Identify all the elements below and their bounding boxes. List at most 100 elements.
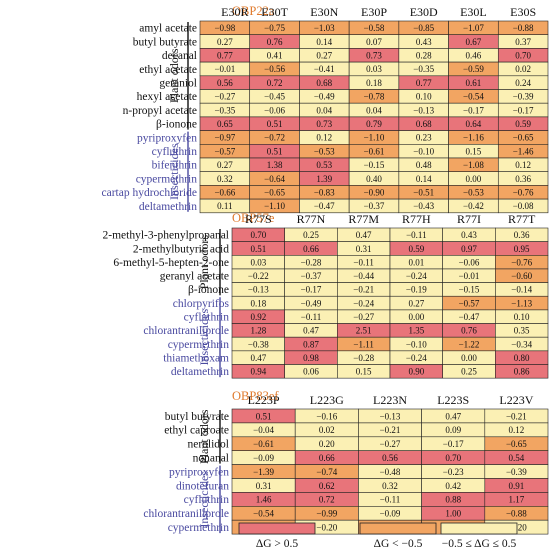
cell-value: −0.17 xyxy=(513,105,534,115)
cell-value: 0.70 xyxy=(515,51,531,61)
cell-value: −0.47 xyxy=(314,201,335,211)
cell-value: 0.43 xyxy=(461,230,477,240)
cell-value: −0.34 xyxy=(511,339,532,349)
cell-value: −1.03 xyxy=(314,23,335,33)
column-header: E30S xyxy=(510,5,536,19)
cell-value: 0.68 xyxy=(316,78,332,88)
cell-value: 0.41 xyxy=(267,51,283,61)
cell-value: 0.14 xyxy=(316,37,332,47)
cell-value: 0.01 xyxy=(408,257,424,267)
legend-swatch xyxy=(359,522,437,535)
group-label: Plant odors xyxy=(197,409,211,464)
cell-value: 0.32 xyxy=(217,174,233,184)
column-header: E30N xyxy=(310,5,338,19)
cell-value: 0.64 xyxy=(466,119,482,129)
cell-value: 0.31 xyxy=(256,481,272,491)
column-header: E30D xyxy=(410,5,438,19)
cell-value: −0.11 xyxy=(301,312,322,322)
legend-label: ΔG < −0.5 xyxy=(374,538,423,550)
cell-value: −0.83 xyxy=(314,188,335,198)
cell-value: 0.32 xyxy=(382,481,398,491)
cell-value: −0.08 xyxy=(513,201,534,211)
cell-value: −0.06 xyxy=(264,105,285,115)
cell-value: 0.51 xyxy=(267,146,283,156)
cell-value: 0.97 xyxy=(461,244,477,254)
cell-value: −0.48 xyxy=(380,467,401,477)
cell-value: −0.99 xyxy=(316,509,337,519)
row-label: cypermethrin xyxy=(168,522,230,534)
row-label: 2-methyl-3-phenylpropanal xyxy=(103,230,229,242)
row-label: n-propyl acetate xyxy=(123,105,197,117)
cell-value: −0.61 xyxy=(364,146,385,156)
cell-value: −0.23 xyxy=(443,467,464,477)
cell-value: 1.28 xyxy=(250,326,266,336)
row-label: cartap hydrochloride xyxy=(102,187,197,199)
cell-value: −0.58 xyxy=(364,23,385,33)
cell-value: −0.97 xyxy=(214,133,235,143)
cell-value: 0.92 xyxy=(250,312,266,322)
cell-value: 0.51 xyxy=(267,119,283,129)
legend: ΔG > 0.5 ΔG < −0.5 −0.5 ≤ ΔG ≤ 0.5 xyxy=(238,522,518,550)
cell-value: 0.68 xyxy=(416,119,432,129)
cell-value: −0.24 xyxy=(406,353,427,363)
cell-value: 0.87 xyxy=(303,339,319,349)
row-label: 2-methylbutyric acid xyxy=(133,243,229,255)
cell-value: −0.13 xyxy=(380,411,401,421)
cell-value: −0.76 xyxy=(511,257,532,267)
cell-value: 0.12 xyxy=(316,133,332,143)
row-label: nerolidol xyxy=(187,439,229,451)
cell-value: 0.73 xyxy=(316,119,332,129)
cell-value: −0.76 xyxy=(513,188,534,198)
cell-value: −0.53 xyxy=(463,188,484,198)
column-header: R77S xyxy=(245,212,272,226)
cell-value: −0.85 xyxy=(413,23,434,33)
row-label: deltamethrin xyxy=(171,366,229,378)
cell-value: −1.11 xyxy=(353,339,374,349)
cell-value: 0.25 xyxy=(303,230,319,240)
cell-value: 1.46 xyxy=(256,495,272,505)
cell-value: −0.49 xyxy=(301,298,322,308)
cell-value: 0.14 xyxy=(416,174,432,184)
column-header: L223S xyxy=(437,393,469,407)
cell-value: 0.91 xyxy=(509,481,525,491)
cell-value: −1.22 xyxy=(459,339,480,349)
cell-value: 0.12 xyxy=(515,160,531,170)
cell-value: −0.60 xyxy=(511,271,532,281)
cell-value: 0.06 xyxy=(303,367,319,377)
cell-value: 0.77 xyxy=(217,51,233,61)
row-label: ethyl caproate xyxy=(164,425,229,437)
row-label: dinotefuran xyxy=(176,480,229,492)
cell-value: 0.94 xyxy=(250,367,266,377)
cell-value: 0.59 xyxy=(408,244,424,254)
cell-value: 0.35 xyxy=(514,326,530,336)
cell-value: −0.57 xyxy=(214,146,235,156)
row-label: butyl butyrate xyxy=(133,36,197,48)
row-label: geranyl acetate xyxy=(160,271,229,283)
cell-value: −0.44 xyxy=(353,271,374,281)
cell-value: 0.56 xyxy=(382,453,398,463)
cell-value: 1.35 xyxy=(408,326,424,336)
cell-value: 0.36 xyxy=(514,230,530,240)
cell-value: −0.20 xyxy=(316,522,337,532)
row-label: bifenthrin xyxy=(152,160,198,172)
row-label: cyfluthrin xyxy=(152,146,198,158)
row-label: cyfluthrin xyxy=(184,494,230,506)
row-label: β-ionone xyxy=(188,284,229,296)
column-header: L223N xyxy=(373,393,407,407)
cell-value: 0.72 xyxy=(267,78,283,88)
cell-value: −0.45 xyxy=(264,92,285,102)
cell-value: 0.15 xyxy=(356,367,372,377)
cell-value: 0.00 xyxy=(461,353,477,363)
cell-value: −0.01 xyxy=(459,271,480,281)
cell-value: −0.11 xyxy=(353,257,374,267)
row-label: cypermethrin xyxy=(136,173,198,185)
row-label: thiamethoxam xyxy=(163,352,229,364)
cell-value: 0.76 xyxy=(267,37,283,47)
cell-value: −0.15 xyxy=(459,285,480,295)
cell-value: −1.10 xyxy=(264,201,285,211)
cell-value: −0.65 xyxy=(506,439,527,449)
row-label: cyfluthrin xyxy=(184,312,230,324)
cell-value: −1.46 xyxy=(513,146,534,156)
